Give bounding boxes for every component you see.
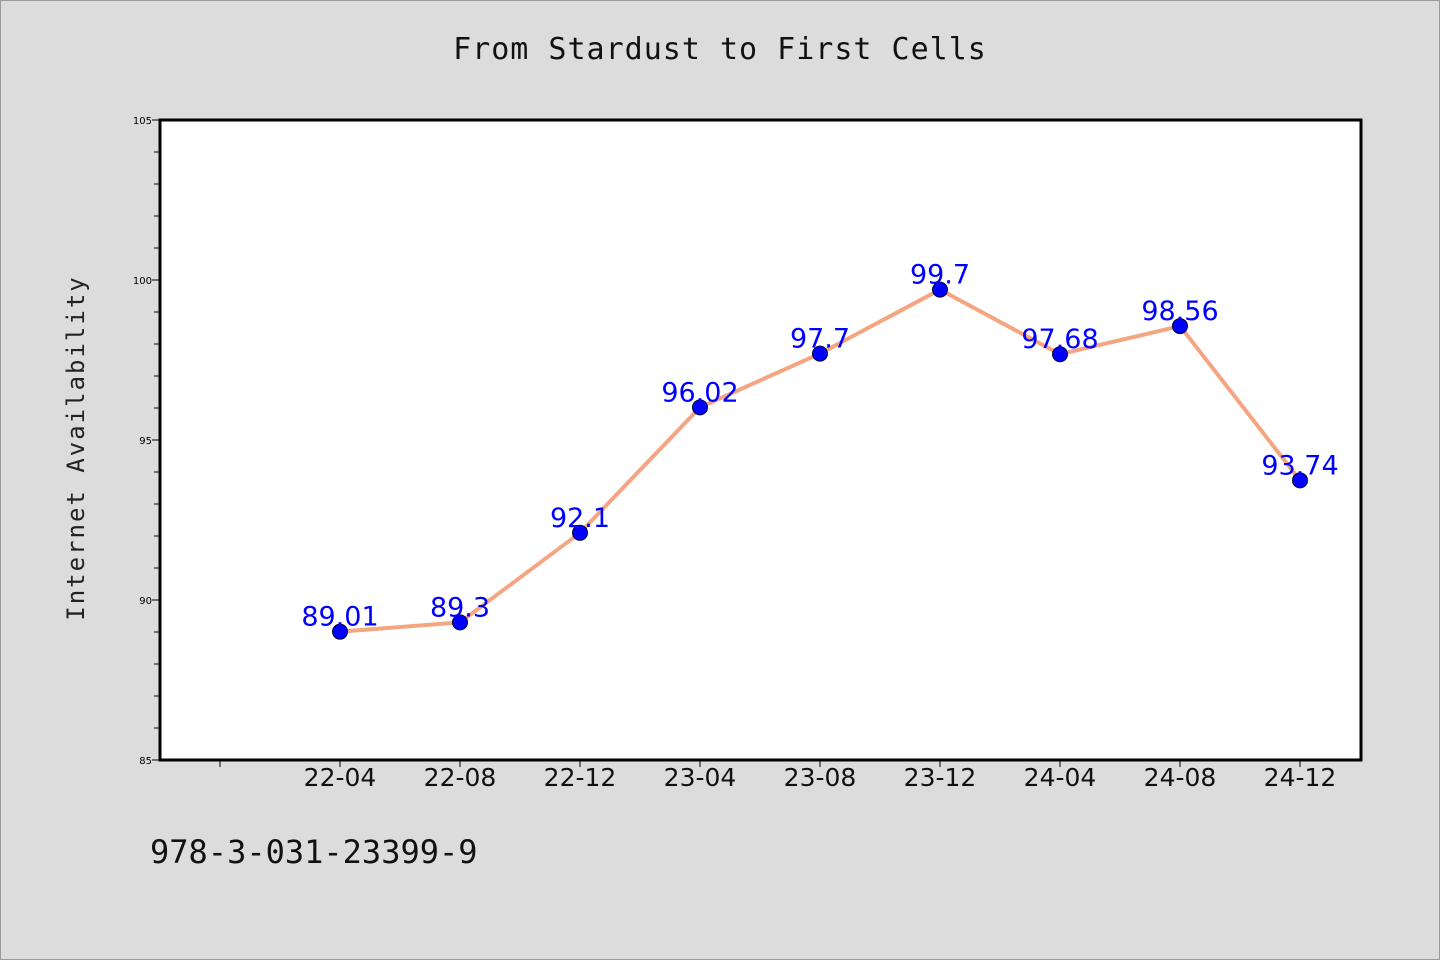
data-label: 89.01 [301, 602, 378, 633]
data-point [452, 614, 468, 631]
y-tick-label: 90 [139, 596, 152, 607]
data-point [932, 281, 948, 298]
x-tick-label: 22-08 [424, 763, 497, 792]
y-axis: 85 90 95 100 105 [133, 116, 160, 767]
data-label: 97.7 [790, 324, 850, 355]
x-tick-label: 23-04 [664, 763, 737, 792]
data-point [812, 345, 828, 362]
series-group: 89.01 89.3 92.1 96.02 97.7 99.7 97.68 98.56 93.7… [301, 260, 1339, 640]
data-label: 89.3 [430, 592, 490, 623]
data-point [692, 399, 708, 416]
x-tick-label: 23-12 [904, 763, 977, 792]
x-axis: 22-04 22-08 22-12 23-04 23-08 23-12 24-04 24-08… [219, 760, 1337, 792]
data-label: 97.68 [1021, 324, 1098, 355]
x-tick-label: 24-08 [1144, 763, 1217, 792]
chart-title: From Stardust to First Cells [453, 32, 987, 67]
x-tick-label: 22-04 [304, 763, 377, 792]
isbn-footer: 978-3-031-23399-9 [150, 833, 478, 871]
data-label: 96.02 [661, 377, 738, 408]
data-point [332, 623, 348, 640]
plot-area [158, 118, 1363, 762]
y-tick-label: 85 [139, 756, 152, 767]
data-point [1172, 318, 1188, 335]
y-tick-label: 100 [133, 276, 152, 287]
x-tick-label: 24-04 [1024, 763, 1097, 792]
data-label: 93.74 [1261, 450, 1338, 481]
x-tick-label: 23-08 [784, 763, 857, 792]
x-tick-label: 24-12 [1264, 763, 1337, 792]
data-point [572, 524, 588, 541]
data-label: 98.56 [1141, 296, 1218, 327]
data-label: 92.1 [550, 503, 610, 534]
data-point [1292, 472, 1308, 489]
y-tick-label: 105 [133, 116, 152, 127]
data-point [1052, 346, 1068, 363]
x-tick-label: 22-12 [544, 763, 617, 792]
data-label: 99.7 [910, 260, 970, 291]
y-tick-label: 95 [139, 436, 152, 447]
